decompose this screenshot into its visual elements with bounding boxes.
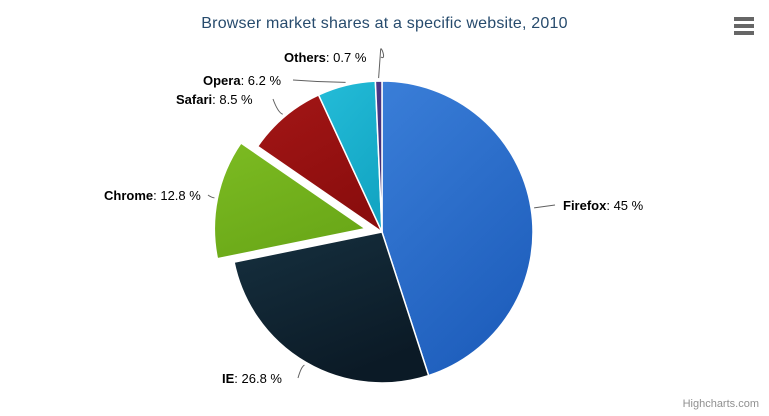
connector-opera xyxy=(292,79,346,83)
hamburger-icon[interactable] xyxy=(731,14,757,38)
credits-label: Highcharts.com xyxy=(682,398,759,410)
connector-others xyxy=(378,48,385,79)
hamburger-bar-1 xyxy=(734,17,754,21)
data-label-value: : 6.2 % xyxy=(240,73,282,88)
data-label-safari: Safari: 8.5 % xyxy=(176,92,253,107)
data-label-name: Opera xyxy=(203,73,241,88)
data-label-name: IE xyxy=(222,371,235,386)
data-label-value: : 8.5 % xyxy=(212,92,253,107)
chart-title: Browser market shares at a specific webs… xyxy=(201,15,568,32)
data-label-others: Others: 0.7 % xyxy=(284,50,366,65)
data-label-value: : 45 % xyxy=(606,198,644,213)
data-label-firefox: Firefox: 45 % xyxy=(563,198,643,213)
pie-slice-firefox[interactable] xyxy=(381,80,534,377)
data-label-name: Others xyxy=(284,50,326,65)
data-label-chrome: Chrome: 12.8 % xyxy=(104,188,201,203)
data-label-value: : 12.8 % xyxy=(153,188,201,203)
pie-slice-ie[interactable] xyxy=(233,231,430,384)
data-label-name: Safari xyxy=(176,92,213,107)
pie-slice-chrome[interactable] xyxy=(213,142,367,260)
data-label-name: Firefox xyxy=(563,198,607,213)
connector-firefox xyxy=(534,204,556,209)
data-label-ie: IE: 26.8 % xyxy=(222,371,282,386)
hamburger-bar-2 xyxy=(734,24,754,28)
data-label-value: : 26.8 % xyxy=(234,371,282,386)
data-label-opera: Opera: 6.2 % xyxy=(203,73,281,88)
connector-chrome xyxy=(207,194,215,199)
pie-slice-others[interactable] xyxy=(374,80,383,233)
pie-slices xyxy=(213,80,534,384)
data-label-name: Chrome xyxy=(104,188,154,203)
data-label-value: : 0.7 % xyxy=(325,50,367,65)
hamburger-bar-3 xyxy=(734,31,754,35)
label-connectors xyxy=(207,48,556,379)
connector-safari xyxy=(272,98,283,115)
connector-ie xyxy=(297,364,305,379)
